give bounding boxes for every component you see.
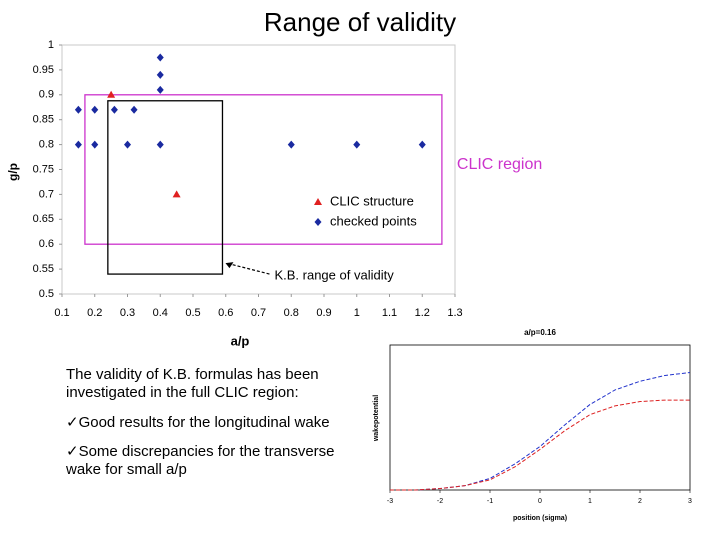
- bullet: ✓Good results for the longitudinal wake: [66, 414, 330, 431]
- point: [124, 140, 131, 149]
- y-axis-label: wakepotential: [373, 395, 380, 442]
- x-tick-label: 0.8: [284, 307, 299, 319]
- point: [156, 140, 164, 149]
- x-tick-label: 0.2: [87, 307, 102, 319]
- arrow-head: [225, 262, 234, 269]
- x-axis-label: a/p: [231, 333, 250, 348]
- x-tick-label: 0.3: [120, 307, 135, 319]
- chart-title: a/p=0.16: [524, 328, 556, 337]
- x-tick-label: 1: [588, 498, 592, 505]
- x-tick-label: 1.2: [415, 307, 430, 319]
- intro-text: The validity of K.B. formulas has been i…: [66, 366, 319, 401]
- point: [91, 105, 99, 114]
- x-tick-label: 0.5: [185, 307, 200, 319]
- x-tick-label: 0.6: [218, 307, 233, 319]
- line: [390, 372, 691, 491]
- point: [107, 90, 116, 98]
- point: [110, 105, 118, 114]
- point: [418, 140, 426, 149]
- legend-marker: [314, 218, 322, 226]
- region-label: CLIC region: [457, 156, 542, 173]
- y-tick-label: 0.5: [39, 288, 54, 300]
- point: [287, 140, 295, 149]
- plot-frame: [389, 344, 691, 491]
- y-tick-label: 0.95: [33, 64, 54, 76]
- x-tick-label: 0: [538, 498, 542, 505]
- point: [74, 105, 82, 114]
- slide-title: Range of validity: [264, 7, 456, 37]
- x-tick-label: -3: [387, 498, 393, 505]
- legend-label: CLIC structure: [330, 193, 414, 208]
- point: [172, 190, 181, 198]
- x-tick-label: -1: [487, 498, 493, 505]
- x-tick-label: 1: [354, 307, 360, 319]
- y-tick-label: 0.75: [33, 163, 54, 175]
- legend-marker: [314, 198, 322, 205]
- point: [74, 140, 82, 149]
- point: [156, 53, 164, 62]
- x-tick-label: 0.7: [251, 307, 266, 319]
- plot-area: [61, 44, 456, 295]
- x-tick-label: -2: [437, 498, 443, 505]
- x-tick-label: 1.1: [382, 307, 397, 319]
- x-axis-label: position (sigma): [513, 515, 567, 522]
- point: [156, 85, 164, 94]
- line: [390, 399, 690, 491]
- y-tick-label: 0.55: [33, 263, 54, 275]
- bullet: ✓Some discrepancies for the transverse w…: [66, 443, 335, 478]
- x-tick-label: 1.3: [447, 307, 462, 319]
- region-label: K.B. range of validity: [274, 268, 394, 283]
- legend-label: checked points: [330, 213, 417, 228]
- x-tick-label: 0.1: [54, 307, 69, 319]
- point: [156, 70, 164, 79]
- y-tick-label: 0.8: [39, 139, 54, 151]
- point: [91, 140, 99, 149]
- y-tick-label: 0.6: [39, 238, 54, 250]
- y-tick-label: 0.85: [33, 114, 54, 126]
- x-tick-label: 2: [638, 498, 642, 505]
- y-axis-label: g/p: [6, 163, 20, 181]
- point: [353, 140, 361, 149]
- x-tick-label: 3: [688, 498, 692, 505]
- y-tick-label: 0.65: [33, 213, 54, 225]
- point: [130, 105, 138, 114]
- x-tick-label: 0.4: [153, 307, 168, 319]
- region: [84, 94, 443, 245]
- y-tick-label: 0.9: [39, 89, 54, 101]
- y-tick-label: 0.7: [39, 188, 54, 200]
- annotation-arrow: [226, 262, 270, 275]
- y-tick-label: 1: [48, 39, 54, 51]
- region: [107, 100, 224, 275]
- x-tick-label: 0.9: [316, 307, 331, 319]
